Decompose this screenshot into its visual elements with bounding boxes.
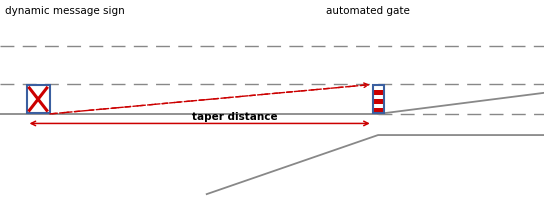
Bar <box>373 85 384 113</box>
Text: dynamic message sign: dynamic message sign <box>5 6 125 16</box>
Bar <box>373 85 384 113</box>
Bar <box>27 85 50 113</box>
Bar <box>373 90 384 95</box>
Text: automated gate: automated gate <box>326 6 410 16</box>
Text: taper distance: taper distance <box>193 112 278 122</box>
Bar <box>373 99 384 104</box>
Bar <box>373 108 384 113</box>
